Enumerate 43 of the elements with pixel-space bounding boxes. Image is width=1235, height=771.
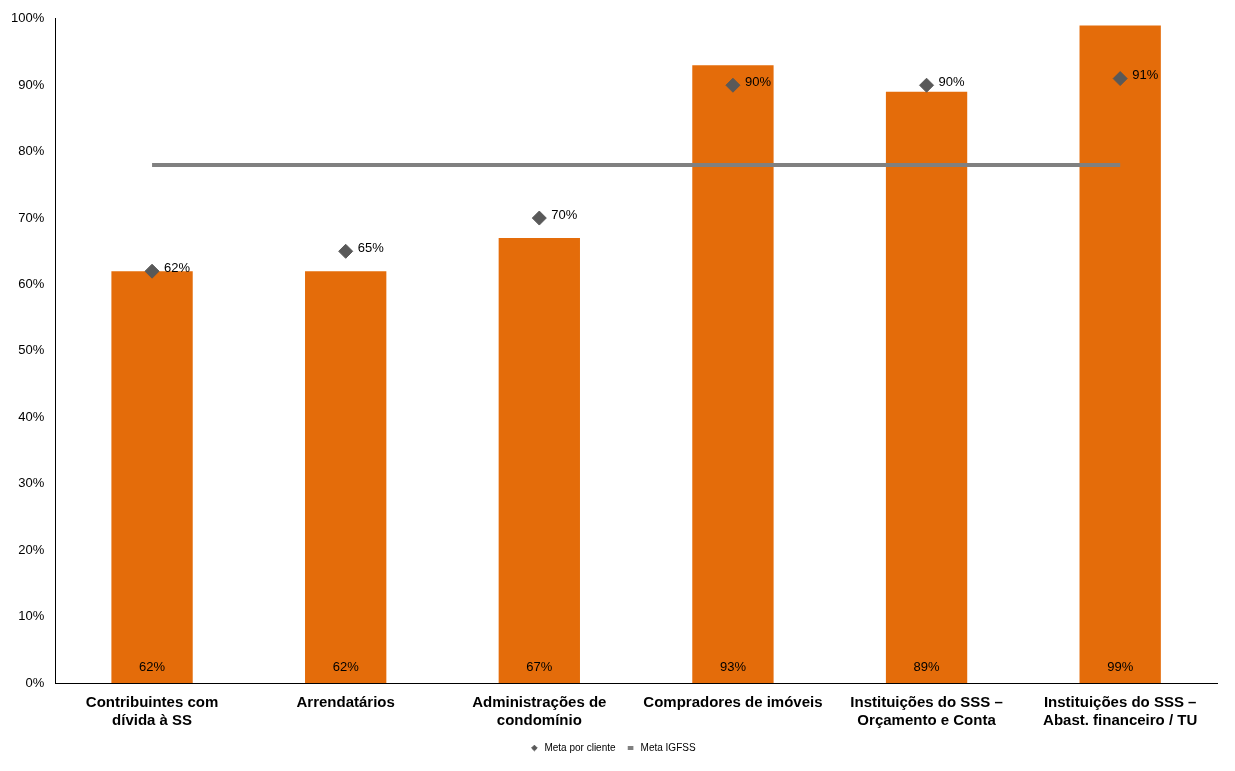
bar xyxy=(111,271,193,683)
data-label: 62% xyxy=(164,259,191,275)
y-tick-label: 20% xyxy=(18,541,45,557)
y-tick-label: 30% xyxy=(18,475,45,491)
y-tick-label: 40% xyxy=(18,408,45,424)
x-tick-label: Contribuintes com dívida à SS xyxy=(85,693,219,729)
x-tick-label: Compradores de imóveis xyxy=(643,693,823,711)
data-label: 89% xyxy=(913,658,941,674)
point xyxy=(919,77,935,93)
data-label: 67% xyxy=(526,658,553,674)
y-tick-label: 80% xyxy=(18,143,45,159)
y-tick-label: 90% xyxy=(18,76,45,92)
bar xyxy=(1079,25,1161,683)
data-label: 99% xyxy=(1107,658,1134,674)
bar xyxy=(692,65,774,683)
data-label: 62% xyxy=(332,658,360,674)
x-tick-label: Instituições do SSS – Orçamento e Conta xyxy=(850,693,1003,729)
point xyxy=(144,263,160,279)
y-tick-label: 0% xyxy=(25,674,45,690)
bar xyxy=(498,237,580,683)
y-tick-label: 100% xyxy=(11,10,45,26)
legend-label: Meta IGFSS xyxy=(640,741,696,753)
point xyxy=(1112,71,1128,87)
bar xyxy=(885,91,968,683)
legend-label: Meta por cliente xyxy=(544,741,616,753)
data-label: 65% xyxy=(357,239,385,255)
data-label: 90% xyxy=(744,73,772,89)
y-tick-label: 10% xyxy=(18,608,45,624)
x-tick-label: Instituições do SSS – Abast. financeiro / TU xyxy=(1043,693,1198,729)
x-tick-label: Arrendatários xyxy=(296,693,395,711)
data-label: 91% xyxy=(1132,67,1159,83)
x-tick-label: Administrações de condomínio xyxy=(472,693,607,729)
y-tick-label: 50% xyxy=(18,342,45,358)
bar xyxy=(305,271,387,683)
point xyxy=(725,77,741,93)
point xyxy=(338,243,354,259)
point xyxy=(531,210,547,226)
data-label: 70% xyxy=(551,206,578,222)
data-label: 90% xyxy=(938,73,966,89)
y-tick-label: 70% xyxy=(18,209,45,225)
data-label: 62% xyxy=(139,658,166,674)
y-tick-label: 60% xyxy=(18,276,45,292)
data-label: 93% xyxy=(719,658,747,674)
